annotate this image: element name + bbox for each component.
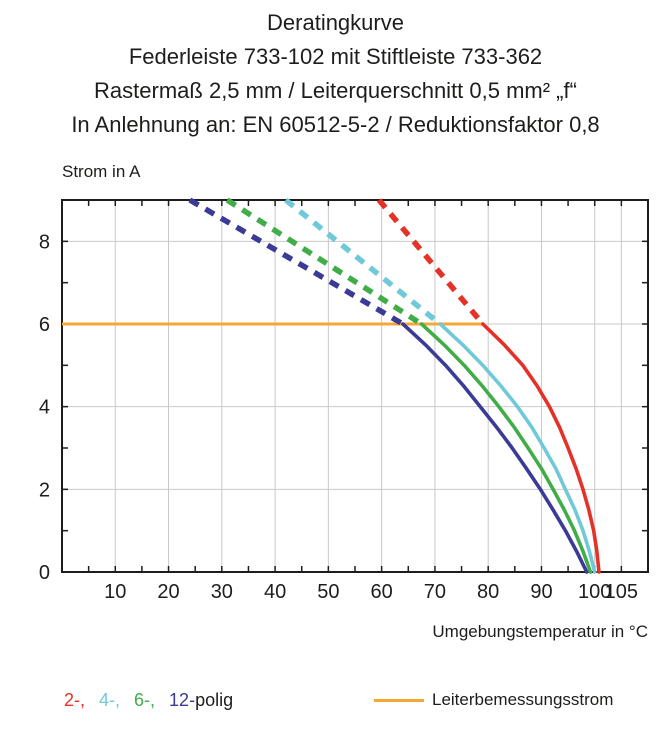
svg-text:90: 90 xyxy=(530,581,552,603)
chart-header: Deratingkurve Federleiste 733-102 mit St… xyxy=(0,6,671,142)
reference-line-legend: Leiterbemessungsstrom xyxy=(374,690,613,710)
title-line-1: Deratingkurve xyxy=(267,10,404,35)
legend-polig-suffix: polig xyxy=(195,690,234,710)
svg-text:20: 20 xyxy=(157,581,179,603)
svg-text:40: 40 xyxy=(264,581,286,603)
y-axis-title: Strom in A xyxy=(62,162,141,181)
svg-text:30: 30 xyxy=(211,581,233,603)
svg-text:0: 0 xyxy=(39,562,50,584)
svg-text:50: 50 xyxy=(317,581,339,603)
svg-text:105: 105 xyxy=(605,581,638,603)
legend-2-polig: 2-, xyxy=(64,690,86,710)
svg-text:6: 6 xyxy=(39,314,50,336)
legend: 2-, 4-, 6-, 12-polig Leiterbemessungsstrom xyxy=(0,690,671,720)
svg-text:80: 80 xyxy=(477,581,499,603)
legend-4-polig: 4-, xyxy=(99,690,121,710)
svg-text:100: 100 xyxy=(578,581,611,603)
title-line-4: In Anlehnung an: EN 60512-5-2 / Reduktio… xyxy=(71,112,600,137)
svg-text:4: 4 xyxy=(39,397,50,419)
title-line-2: Federleiste 733-102 mit Stiftleiste 733-… xyxy=(128,44,543,69)
svg-text:2: 2 xyxy=(39,479,50,501)
svg-text:60: 60 xyxy=(371,581,393,603)
svg-text:10: 10 xyxy=(104,581,126,603)
pole-count-legend: 2-, 4-, 6-, 12-polig xyxy=(64,690,233,711)
svg-text:70: 70 xyxy=(424,581,446,603)
legend-6-polig: 6-, xyxy=(134,690,156,710)
orange-line-swatch xyxy=(374,698,424,702)
x-axis-title: Umgebungstemperatur in °C xyxy=(432,622,648,641)
title-line-3: Rastermaß 2,5 mm / Leiterquerschnitt 0,5… xyxy=(94,78,577,103)
reference-line-label: Leiterbemessungsstrom xyxy=(432,690,614,709)
svg-text:8: 8 xyxy=(39,231,50,253)
legend-12-polig: 12- xyxy=(169,690,196,710)
